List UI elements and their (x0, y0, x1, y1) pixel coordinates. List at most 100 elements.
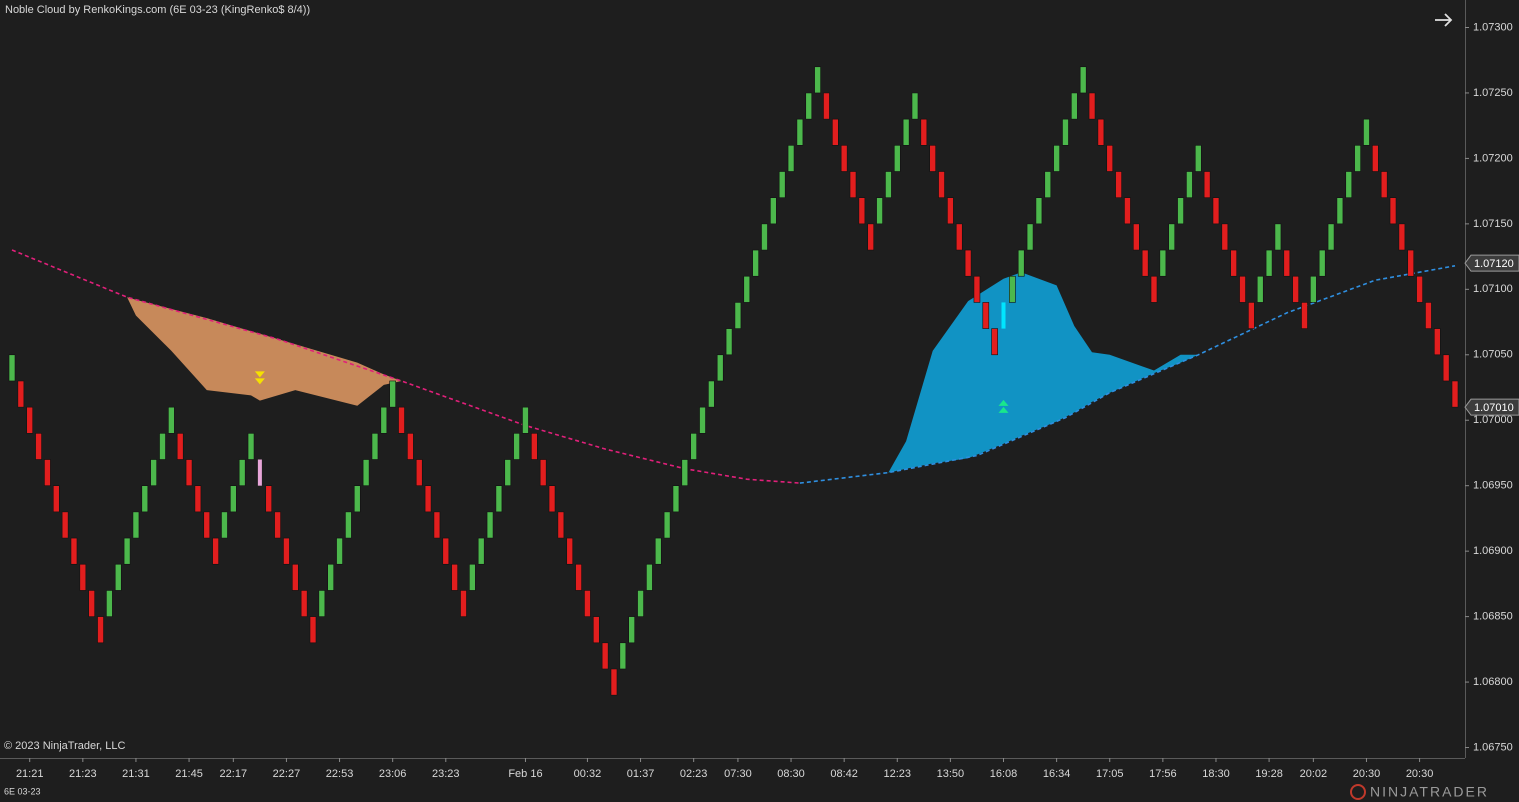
candle-body (398, 406, 405, 434)
candle-body (230, 485, 237, 513)
candle-body (840, 145, 848, 172)
candle-body (699, 406, 706, 434)
candle-body (592, 616, 600, 644)
instrument-label: 6E 03-23 (4, 786, 41, 796)
candle-body (1168, 223, 1176, 251)
x-tick-label: 16:34 (1043, 768, 1071, 780)
candle-body (1221, 223, 1229, 251)
candle-body (716, 354, 724, 382)
candle-body (1203, 171, 1211, 198)
nav-arrow[interactable] (1435, 13, 1453, 27)
candle-body (770, 197, 777, 225)
candle-body (1327, 223, 1335, 251)
copyright: © 2023 NinjaTrader, LLC (4, 740, 125, 752)
price-marker (1464, 398, 1519, 416)
candle-body (309, 616, 317, 644)
y-tick-label: 1.06900 (1473, 545, 1513, 557)
candle-body (513, 433, 520, 460)
candle-body (291, 563, 299, 591)
candle-body (274, 511, 281, 539)
candle-body (345, 511, 352, 539)
plot-area (8, 66, 1459, 696)
x-tick-label: 08:42 (830, 768, 858, 780)
candle-body (97, 616, 104, 644)
candle-body (1451, 380, 1459, 408)
candle-body (920, 118, 928, 146)
candle-body (531, 433, 538, 460)
y-tick-label: 1.07050 (1473, 349, 1513, 361)
candle-body (610, 668, 618, 696)
candle-body (743, 275, 751, 303)
candle-body (212, 537, 219, 565)
x-tick-label: Feb 16 (508, 768, 542, 780)
candle-body (1301, 302, 1308, 329)
candle-body (1265, 249, 1273, 277)
y-tick-label: 1.06950 (1473, 480, 1513, 492)
candle-body (1124, 197, 1131, 225)
candle-body (504, 459, 512, 486)
candle-body (52, 485, 60, 513)
candle-body (637, 590, 644, 617)
y-tick-label: 1.06850 (1473, 611, 1513, 623)
trend-line (11, 249, 800, 484)
candle-body (8, 354, 16, 382)
candle-body (380, 406, 388, 434)
candle-body (548, 485, 556, 513)
candle-body (902, 118, 910, 146)
candle-body (947, 197, 954, 225)
candle-body (88, 590, 95, 617)
candle-body (1354, 145, 1361, 172)
candle-body (114, 563, 122, 591)
chart-title: Noble Cloud by RenkoKings.com (6E 03-23 … (5, 4, 310, 16)
candle-body (893, 145, 901, 172)
candle-body (257, 459, 262, 486)
price-marker (1464, 254, 1519, 272)
candle-body (362, 459, 370, 486)
candle-body (982, 302, 990, 329)
price-marker-label: 1.07010 (1474, 402, 1514, 414)
candle-body (787, 145, 795, 172)
candle-body (858, 197, 866, 225)
candle-body (1177, 197, 1184, 225)
x-tick-label: 23:23 (432, 768, 460, 780)
logo-text: NINJATRADER (1370, 784, 1489, 800)
candle-body (433, 511, 441, 539)
x-tick-label: 07:30 (724, 768, 752, 780)
candle-body (1026, 223, 1034, 251)
x-tick-label: 17:56 (1149, 768, 1177, 780)
candle-body (1159, 249, 1167, 277)
x-tick-label: 02:23 (680, 768, 708, 780)
candle-body (1017, 249, 1025, 277)
candle-body (1398, 223, 1406, 251)
candle-body (1433, 328, 1441, 356)
x-tick-label: 21:45 (175, 768, 203, 780)
x-tick-label: 01:37 (627, 768, 655, 780)
candle-body (1292, 275, 1299, 303)
candle-body (1363, 118, 1370, 146)
x-tick-label: 17:05 (1096, 768, 1124, 780)
x-tick-label: 21:21 (16, 768, 44, 780)
candle-body (203, 511, 211, 539)
cloud (127, 297, 402, 406)
x-tick-label: 20:02 (1300, 768, 1328, 780)
candle-body (221, 511, 228, 539)
candle-body (1380, 171, 1388, 198)
candle-body (1256, 275, 1264, 303)
candle-body (955, 223, 963, 251)
y-tick-label: 1.07300 (1473, 21, 1513, 33)
candle-body (628, 616, 635, 644)
candle-body (654, 537, 662, 565)
candle-body (247, 433, 255, 460)
y-tick-label: 1.07200 (1473, 152, 1513, 164)
candle-body (1336, 197, 1344, 225)
candle-body (415, 459, 423, 486)
candle-body (566, 537, 574, 565)
candle-body (159, 433, 166, 460)
candle-body (734, 302, 742, 329)
signal-arrow (254, 371, 265, 378)
y-tick-label: 1.07000 (1473, 414, 1513, 426)
candle-body (708, 380, 715, 408)
x-tick-label: 18:30 (1202, 768, 1230, 780)
